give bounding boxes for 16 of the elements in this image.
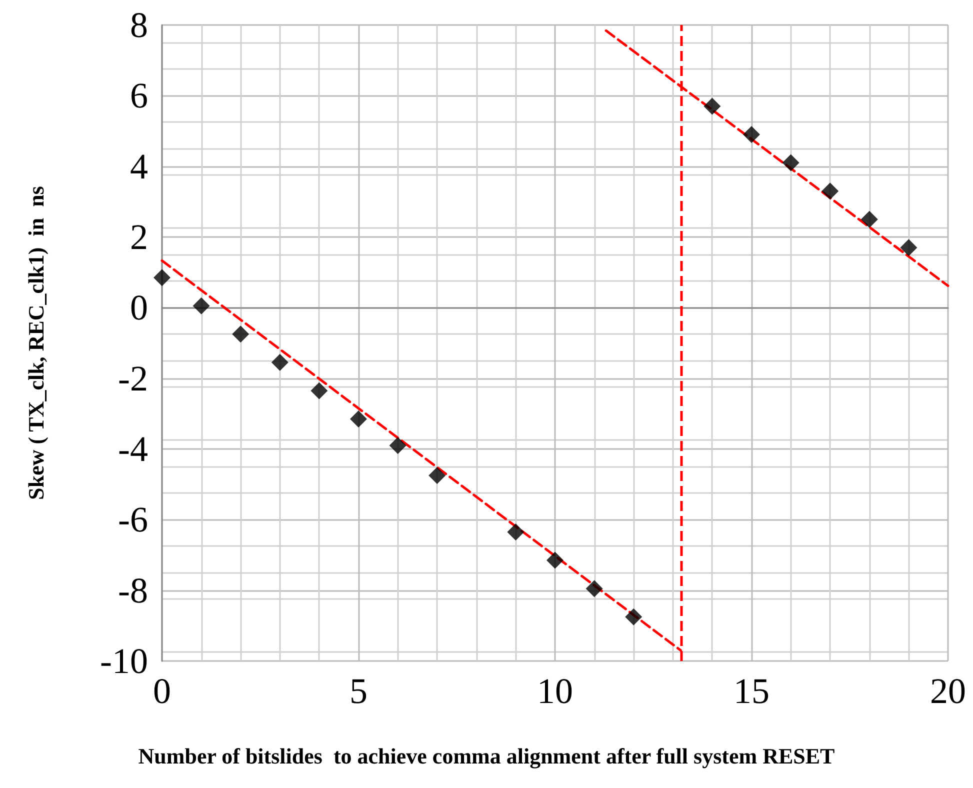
x-axis-title: Number of bitslides to achieve comma alignment after full system RESET (138, 744, 836, 768)
y-tick-label: -10 (100, 641, 148, 681)
y-tick-label: -6 (118, 500, 148, 540)
x-tick-label: 10 (537, 671, 573, 711)
y-tick-label: 2 (130, 217, 148, 257)
y-tick-label: -2 (118, 358, 148, 398)
y-tick-label: 4 (130, 146, 148, 186)
y-tick-label: 6 (130, 76, 148, 116)
y-tick-label: -4 (118, 429, 148, 469)
x-tick-label: 15 (734, 671, 770, 711)
y-axis-title: Skew ( TX_clk, REC_clk1) in ns (24, 186, 48, 500)
y-tick-label: 0 (130, 288, 148, 328)
y-tick-label: 8 (130, 5, 148, 45)
x-tick-label: 5 (350, 671, 368, 711)
x-tick-label: 20 (930, 671, 966, 711)
y-tick-label: -8 (118, 570, 148, 610)
